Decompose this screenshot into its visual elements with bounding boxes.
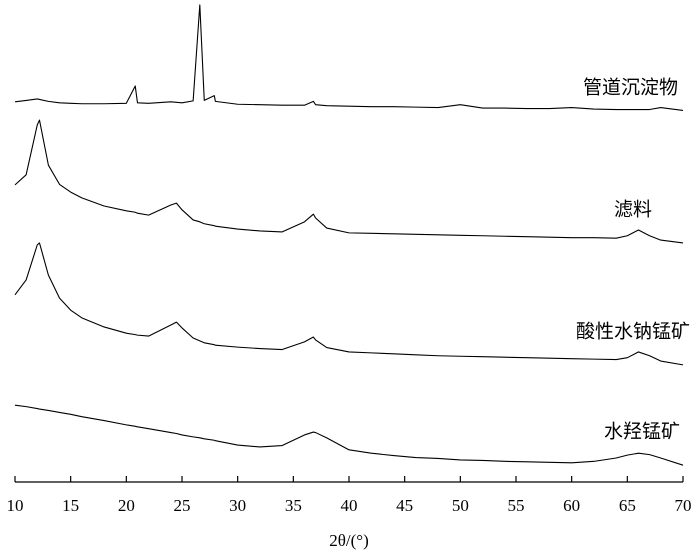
series-label: 管道沉淀物: [583, 77, 678, 99]
series-line: [14, 404, 684, 466]
series-label: 滤料: [614, 199, 652, 221]
x-tick-label: 35: [285, 496, 302, 515]
series-line: [14, 119, 684, 244]
x-tick-label: 45: [396, 496, 413, 515]
x-tick-label: 40: [341, 496, 358, 515]
series-label: 水羟锰矿: [604, 421, 680, 443]
x-tick-label: 15: [62, 496, 79, 515]
x-tick-label: 70: [675, 496, 692, 515]
x-tick-label: 55: [508, 496, 525, 515]
series-line: [14, 4, 684, 112]
series-line: [14, 242, 684, 366]
x-tick-label: 65: [619, 496, 636, 515]
series-label: 酸性水钠锰矿: [576, 321, 690, 343]
x-tick-label: 25: [174, 496, 191, 515]
x-tick-label: 20: [118, 496, 135, 515]
x-axis-label: 2θ/(°): [329, 531, 369, 550]
x-tick-label: 60: [563, 496, 580, 515]
x-tick-label: 50: [452, 496, 469, 515]
x-tick-label: 30: [229, 496, 246, 515]
x-tick-label: 10: [7, 496, 24, 515]
